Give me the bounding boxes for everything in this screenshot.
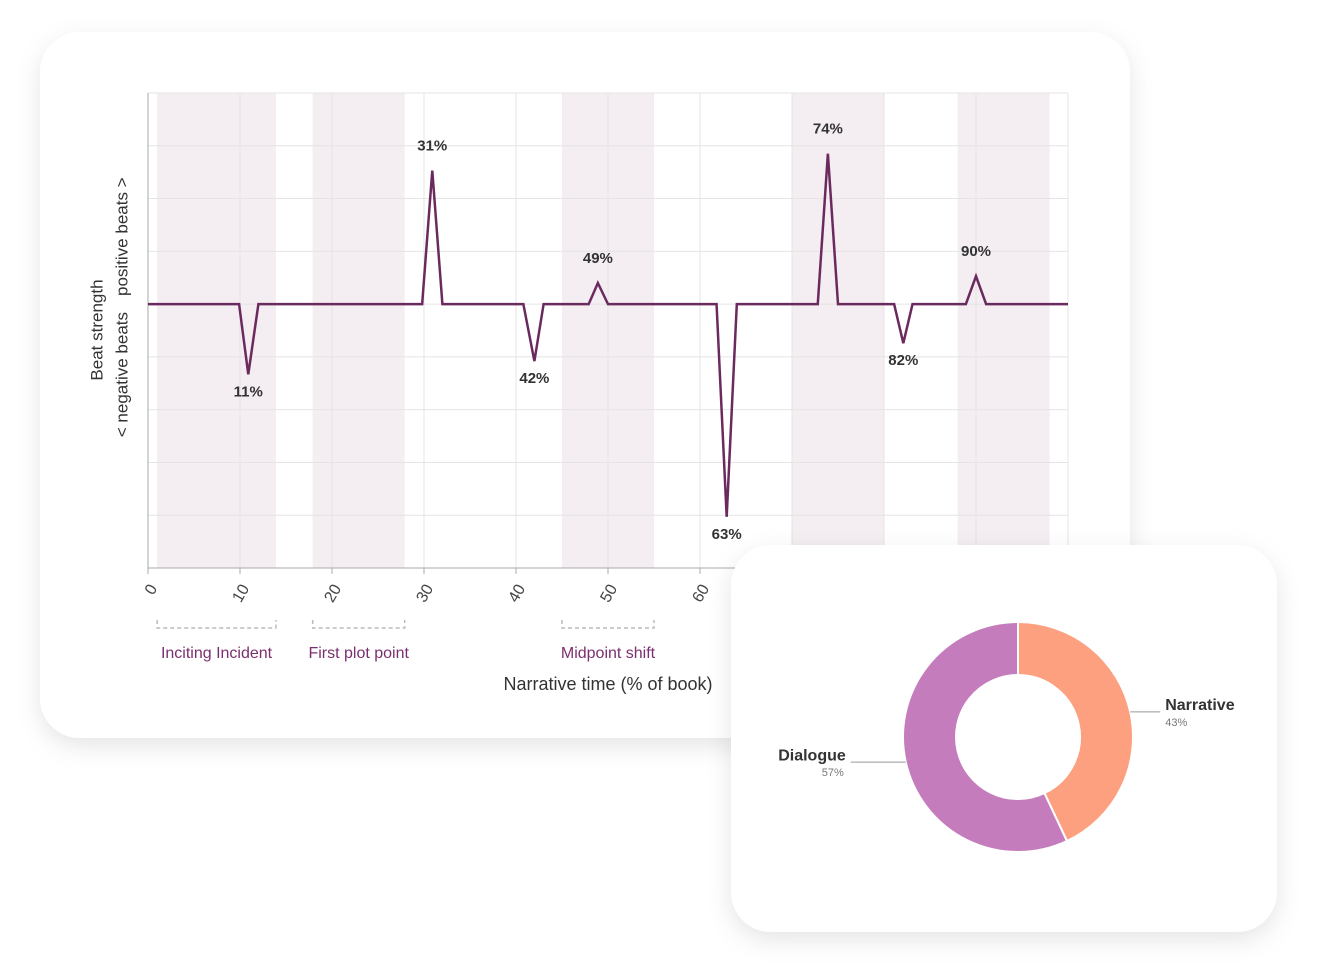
phase-label: First plot point (308, 645, 409, 662)
slice-value: 57% (822, 767, 844, 779)
y-axis-title: Beat strength (87, 279, 106, 380)
annotation: 31% (417, 138, 447, 155)
annotation: 63% (712, 526, 742, 543)
slice-value: 43% (1165, 717, 1187, 729)
y-axis-positive: positive beats > (112, 177, 131, 296)
phase-bracket (561, 620, 655, 629)
phase-band (157, 93, 276, 568)
x-tick-label: 30 (413, 582, 437, 606)
donut-card (731, 545, 1277, 932)
x-axis-title: Narrative time (% of book) (503, 674, 712, 694)
x-tick-label: 20 (321, 582, 345, 606)
phase-band (792, 93, 884, 568)
phase-bracket (156, 620, 277, 629)
donut-slice (1017, 620, 1134, 843)
y-axis-negative: < negative beats (112, 312, 131, 437)
slice-label: Dialogue (778, 747, 846, 764)
beat-chart: Inciting Incident First plot point Midpoin… (87, 92, 1081, 694)
phase-band (312, 93, 405, 568)
x-tick-label: 10 (229, 582, 253, 606)
x-tick-label: 50 (597, 582, 621, 606)
beat-line (148, 153, 1068, 517)
donut-chart: Narrative 43% Dialogue 57% (778, 620, 1235, 853)
annotation: 82% (888, 352, 918, 369)
annotation: 49% (583, 250, 613, 267)
x-tick-label: 40 (505, 582, 529, 606)
annotation: 90% (961, 243, 991, 260)
annotation: 74% (813, 121, 843, 138)
phase-bracket (311, 620, 406, 629)
phase-label: Midpoint shift (561, 645, 656, 662)
slice-label: Narrative (1165, 697, 1234, 714)
annotation: 11% (234, 383, 263, 400)
donut-slice (902, 620, 1069, 853)
phase-band (957, 93, 1050, 568)
annotation: 42% (519, 370, 549, 387)
phase-label: Inciting Incident (161, 645, 273, 662)
x-tick-label: 60 (689, 582, 713, 606)
